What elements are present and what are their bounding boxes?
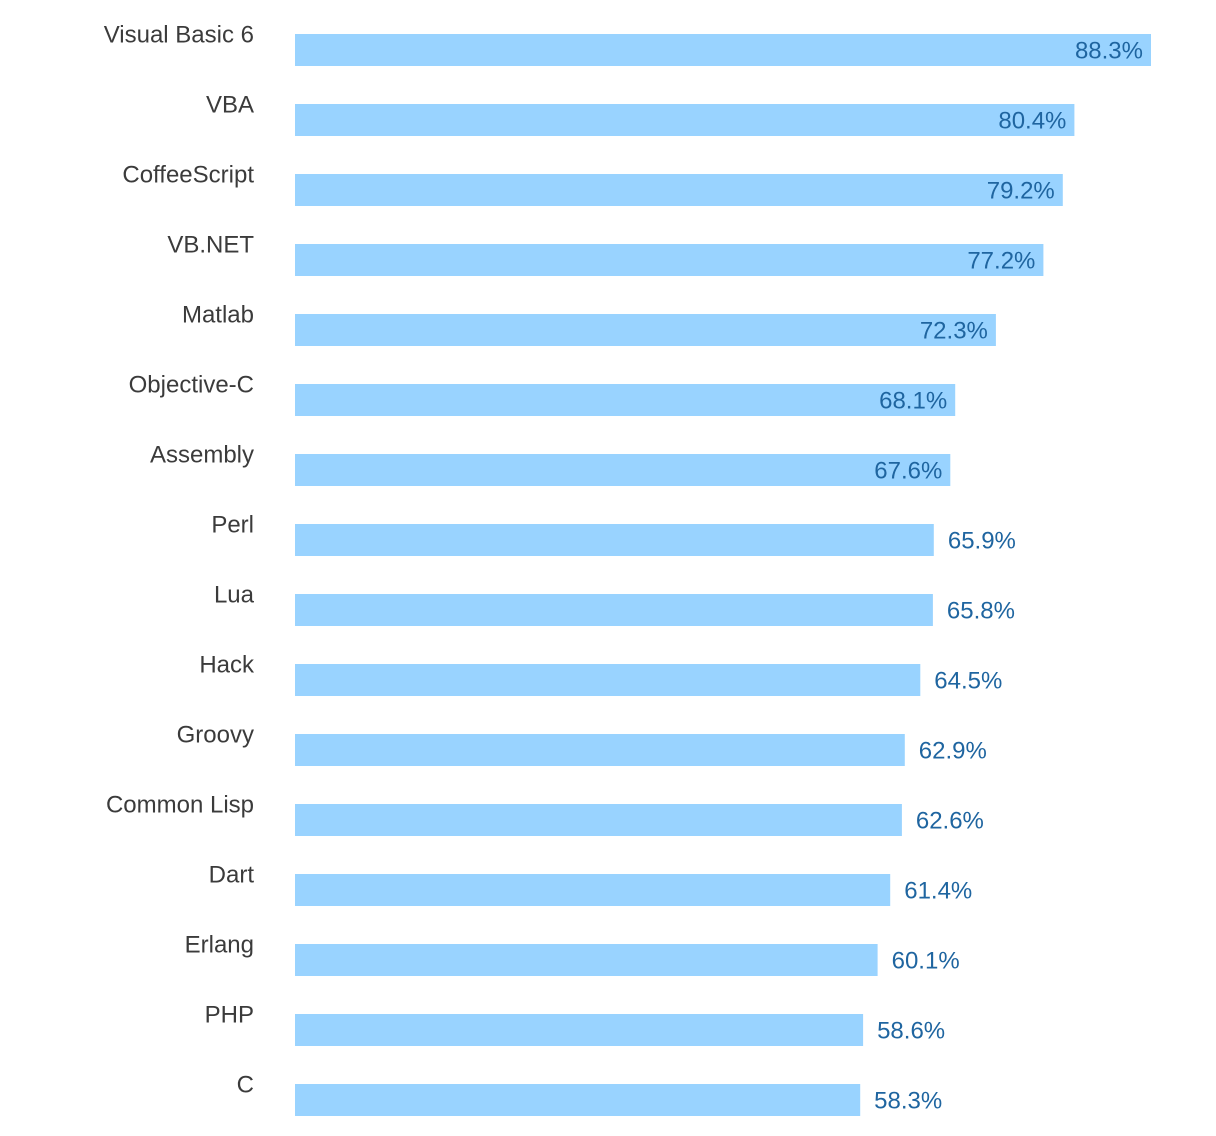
bar-row: C 58.3% xyxy=(237,1071,942,1116)
category-label: Perl xyxy=(211,511,254,538)
category-label: Objective-C xyxy=(129,371,254,398)
value-label: 64.5% xyxy=(934,667,1002,694)
bar xyxy=(295,34,1151,66)
value-label: 72.3% xyxy=(920,317,988,344)
bar-row: Objective-C 68.1% xyxy=(129,371,956,416)
category-label: Erlang xyxy=(185,931,254,958)
value-label: 62.6% xyxy=(916,807,984,834)
value-label: 58.6% xyxy=(877,1017,945,1044)
category-label: Dart xyxy=(209,861,255,888)
value-label: 58.3% xyxy=(874,1087,942,1114)
value-label: 80.4% xyxy=(998,107,1066,134)
bar xyxy=(295,1084,861,1116)
bar-row: Lua 65.8% xyxy=(214,581,1015,626)
bar xyxy=(295,174,1063,206)
bar xyxy=(295,104,1075,136)
value-label: 88.3% xyxy=(1075,37,1143,64)
bar-row: Groovy 62.9% xyxy=(177,721,987,766)
value-label: 65.8% xyxy=(947,597,1015,624)
bar xyxy=(295,734,905,766)
category-label: PHP xyxy=(205,1001,254,1028)
value-label: 77.2% xyxy=(967,247,1035,274)
category-label: Lua xyxy=(214,581,255,608)
category-label: CoffeeScript xyxy=(122,161,254,188)
bar-row: Erlang 60.1% xyxy=(185,931,960,976)
category-label: C xyxy=(237,1071,254,1098)
category-label: Common Lisp xyxy=(106,791,254,818)
bar-row: Matlab 72.3% xyxy=(182,301,996,346)
category-label: Hack xyxy=(199,651,255,678)
bar-row: CoffeeScript 79.2% xyxy=(122,161,1063,206)
bar-row: PHP 58.6% xyxy=(205,1001,945,1046)
bar xyxy=(295,804,902,836)
category-label: Assembly xyxy=(150,441,254,468)
bars-layer: Visual Basic 6 88.3% VBA 80.4% CoffeeScript 7… xyxy=(104,21,1151,1116)
bar xyxy=(295,944,878,976)
value-label: 61.4% xyxy=(904,877,972,904)
bar xyxy=(295,314,996,346)
category-label: Matlab xyxy=(182,301,254,328)
value-label: 60.1% xyxy=(892,947,960,974)
bar-row: Hack 64.5% xyxy=(199,651,1002,696)
bar-row: Assembly 67.6% xyxy=(150,441,951,486)
bar xyxy=(295,874,891,906)
bar xyxy=(295,594,933,626)
bar xyxy=(295,1014,864,1046)
bar xyxy=(295,384,956,416)
value-label: 68.1% xyxy=(879,387,947,414)
bar xyxy=(295,664,921,696)
bar xyxy=(295,244,1044,276)
bar-row: Perl 65.9% xyxy=(211,511,1016,556)
bar-row: VB.NET 77.2% xyxy=(167,231,1044,276)
value-label: 65.9% xyxy=(948,527,1016,554)
category-label: Groovy xyxy=(177,721,254,748)
bar-row: Visual Basic 6 88.3% xyxy=(104,21,1151,66)
bar-row: Common Lisp 62.6% xyxy=(106,791,984,836)
category-label: VB.NET xyxy=(167,231,254,258)
category-label: Visual Basic 6 xyxy=(104,21,254,48)
value-label: 67.6% xyxy=(874,457,942,484)
bar xyxy=(295,524,934,556)
category-label: VBA xyxy=(206,91,254,118)
bar xyxy=(295,454,951,486)
value-label: 62.9% xyxy=(919,737,987,764)
value-label: 79.2% xyxy=(987,177,1055,204)
bar-row: Dart 61.4% xyxy=(209,861,972,906)
bar-row: VBA 80.4% xyxy=(206,91,1075,136)
